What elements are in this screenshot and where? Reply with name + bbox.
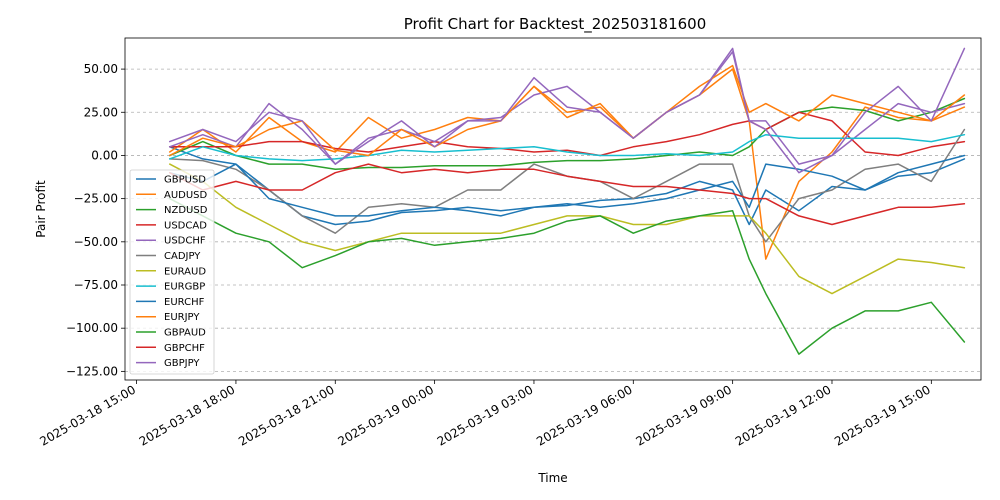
x-tick-label: 2025-03-19 06:00 [534, 382, 635, 448]
series-layer [168, 47, 966, 355]
grid-layer [125, 68, 981, 372]
legend-label-gbpchf: GBPCHF [164, 343, 205, 354]
x-axis-label: Time [537, 471, 567, 485]
series-line-euraud [168, 163, 966, 295]
y-tick-label: −100.00 [66, 321, 118, 335]
x-tick-label: 2025-03-18 15:00 [37, 382, 138, 448]
y-tick-label: −25.00 [74, 192, 118, 206]
x-tick-label: 2025-03-19 12:00 [733, 382, 834, 448]
series-line-usdcad [168, 111, 966, 157]
x-tick-label: 2025-03-19 15:00 [832, 382, 933, 448]
y-axis-ticks: 50.00 25.00 0.00 −25.00 −50.00 −75.00 −100.00 −… [66, 62, 125, 378]
legend-label-usdcad: USDCAD [164, 220, 207, 231]
legend-label-audusd: AUDUSD [164, 190, 208, 201]
chart-title: Profit Chart for Backtest_202503181600 [404, 15, 707, 34]
series-line-usdchf [168, 51, 966, 165]
y-tick-label: −50.00 [74, 235, 118, 249]
y-tick-label: −75.00 [74, 278, 118, 292]
legend-label-euraud: EURAUD [164, 266, 206, 277]
y-axis-label: Pair Profit [34, 180, 48, 238]
x-tick-label: 2025-03-19 00:00 [335, 382, 436, 448]
y-tick-label: −125.00 [66, 364, 118, 378]
legend-label-usdchf: USDCHF [164, 236, 206, 247]
series-line-cadjpy [168, 128, 966, 243]
legend-label-eurchf: EURCHF [164, 297, 205, 308]
series-line-eurjpy [168, 64, 966, 157]
series-line-nzdusd [168, 97, 966, 171]
series-line-eurchf [168, 154, 966, 217]
series-line-gbpchf [168, 163, 966, 226]
y-tick-label: 25.00 [84, 105, 118, 119]
series-line-gbpjpy [168, 47, 966, 174]
plot-frame [124, 37, 982, 381]
legend-label-eurjpy: EURJPY [164, 312, 200, 323]
y-tick-label: 50.00 [84, 62, 118, 76]
legend-label-nzdusd: NZDUSD [164, 205, 208, 216]
y-tick-label: 0.00 [91, 148, 118, 162]
x-tick-label: 2025-03-19 03:00 [435, 382, 536, 448]
series-line-gbpaud [168, 197, 966, 355]
legend-label-gbpusd: GBPUSD [164, 175, 206, 186]
series-line-gbpusd [168, 146, 966, 226]
legend-label-gbpaud: GBPAUD [164, 328, 206, 339]
series-line-eurgbp [168, 133, 966, 162]
x-tick-label: 2025-03-18 21:00 [236, 382, 337, 448]
x-tick-label: 2025-03-18 18:00 [137, 382, 238, 448]
legend: GBPUSD AUDUSD NZDUSD USDCAD USDCHF CADJPY EURA… [129, 169, 215, 375]
legend-label-eurgbp: EURGBP [164, 282, 205, 293]
legend-box [129, 169, 215, 375]
legend-label-gbpjpy: GBPJPY [164, 358, 200, 369]
legend-label-cadjpy: CADJPY [164, 251, 201, 262]
x-tick-label: 2025-03-19 09:00 [633, 382, 734, 448]
